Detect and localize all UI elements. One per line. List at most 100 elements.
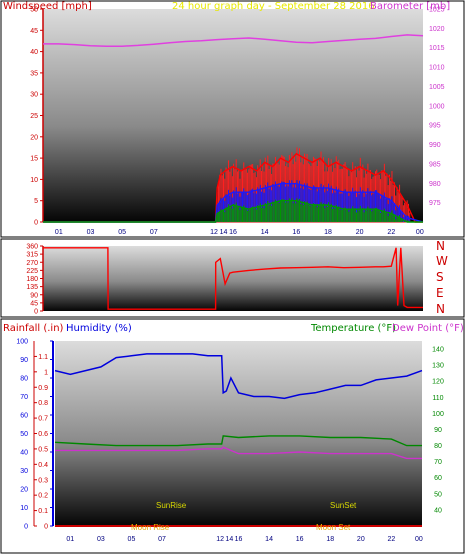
barometer-tick-label: 1010 [429, 65, 445, 72]
direction-tick-label: 45 [30, 300, 38, 307]
direction-tick-label: 90 [30, 292, 38, 299]
dew-point-label: Dew Point (°F) [392, 323, 464, 334]
wind-low-line [43, 199, 423, 223]
temperature-tick-label: 90 [434, 427, 442, 434]
temperature-tick-label: 60 [434, 475, 442, 482]
climate-x-tick-label: 14 [265, 536, 273, 543]
wind-x-axis-ticks: 01 03 05 07 12 14 16 14 16 18 20 22 00 [55, 229, 424, 236]
climate-x-tick-label: 03 [97, 536, 105, 543]
humidity-tick-label: 70 [20, 394, 28, 401]
humidity-line [54, 353, 423, 400]
barometer-tick-label: 975 [429, 200, 441, 207]
wind-x-tick-label: 01 [55, 229, 63, 236]
windspeed-tick-label: 35 [30, 70, 38, 77]
direction-series [43, 247, 423, 310]
barometer-tick-label: 1015 [429, 45, 445, 52]
wind-x-tick-label: 16 [292, 229, 300, 236]
rain-tick-label: 0.1 [38, 508, 48, 515]
humidity-tick-label: 40 [20, 450, 28, 457]
sunrise-label: SunRise [156, 501, 187, 510]
wind-x-tick-label: 18 [324, 229, 332, 236]
wind-x-tick-label: 05 [118, 229, 126, 236]
moonset-label: Moon Set [316, 523, 351, 532]
climate-x-tick-label: 18 [326, 536, 334, 543]
rain-tick-label: 0.4 [38, 462, 48, 469]
humidity-tick-label: 10 [20, 505, 28, 512]
rain-tick-label: 0.3 [38, 477, 48, 484]
windspeed-tick-label: 40 [30, 49, 38, 56]
rain-tick-label: 0 [44, 524, 48, 531]
wind-x-tick-label: 00 [416, 229, 424, 236]
compass-n-bottom: N [436, 302, 445, 316]
wind-x-tick-label: 20 [356, 229, 364, 236]
windspeed-tick-label: 45 [30, 28, 38, 35]
temperature-line [54, 435, 422, 447]
temperature-tick-label: 110 [432, 395, 443, 402]
humidity-tick-label: 80 [20, 376, 28, 383]
humidity-tick-label: 20 [20, 487, 28, 494]
climate-series [54, 353, 423, 527]
temperature-tick-label: 40 [434, 507, 442, 514]
windspeed-tick-label: 50 [30, 7, 38, 14]
barometer-label: Barometer [mb] [370, 1, 450, 12]
rain-tick-label: 0.9 [38, 385, 48, 392]
rain-tick-label: 0.5 [38, 446, 48, 453]
compass-w: W [436, 254, 448, 268]
wind-x-tick-label: 22 [387, 229, 395, 236]
wind-x-tick-label: 16 [229, 229, 237, 236]
climate-x-tick-label: 07 [158, 536, 166, 543]
direction-tick-label: 0 [34, 309, 38, 316]
climate-x-tick-label: 14 [225, 536, 233, 543]
humidity-tick-label: 100 [16, 339, 28, 346]
rain-tick-label: 0.6 [38, 431, 48, 438]
direction-tick-label: 180 [26, 276, 38, 283]
climate-x-tick-label: 16 [296, 536, 304, 543]
humidity-tick-label: 50 [20, 431, 28, 438]
humidity-tick-label: 0 [24, 524, 28, 531]
barometer-tick-label: 990 [429, 142, 441, 149]
barometer-tick-label: 1005 [429, 84, 445, 91]
wind-average-line [43, 182, 424, 223]
barometer-tick-label: 985 [429, 161, 441, 168]
windspeed-tick-label: 5 [34, 198, 38, 205]
direction-tick-label: 225 [26, 268, 38, 275]
windspeed-tick-label: 20 [30, 134, 38, 141]
compass-labels: N W S E N [436, 239, 448, 316]
windspeed-label: Windspeed [mph] [3, 1, 92, 12]
barometer-tick-label: 1025 [429, 7, 445, 14]
rain-tick-label: 1 [44, 369, 48, 376]
windspeed-tick-label: 25 [30, 113, 38, 120]
climate-x-tick-label: 20 [357, 536, 365, 543]
humidity-tick-label: 90 [20, 357, 28, 364]
sunset-label: SunSet [330, 501, 357, 510]
rain-tick-label: 0.7 [38, 416, 48, 423]
humidity-tick-label: 60 [20, 413, 28, 420]
humidity-label: Humidity (%) [66, 323, 132, 334]
direction-tick-label: 135 [26, 284, 38, 291]
temperature-tick-label: 100 [432, 411, 444, 418]
temperature-tick-label: 140 [432, 347, 444, 354]
direction-tick-label: 270 [26, 260, 38, 267]
compass-s: S [436, 270, 444, 284]
temperature-tick-label: 130 [432, 363, 444, 370]
moonrise-label: Moon Rise [131, 523, 170, 532]
barometer-axis-ticks: 975 980 985 990 995 1000 1005 1010 1015 1020 1025 [429, 7, 445, 208]
direction-tick-label: 315 [26, 252, 38, 259]
direction-plot-area [43, 246, 423, 311]
compass-n-top: N [436, 239, 445, 253]
barometer-line [43, 34, 424, 47]
temperature-tick-label: 70 [434, 459, 442, 466]
climate-x-tick-label: 12 [216, 536, 224, 543]
wind-x-tick-label: 12 [210, 229, 218, 236]
climate-x-tick-label: 22 [388, 536, 396, 543]
windspeed-tick-label: 10 [30, 177, 38, 184]
climate-x-tick-label: 05 [128, 536, 136, 543]
wind-x-tick-label: 07 [150, 229, 158, 236]
climate-x-tick-label: 16 [235, 536, 243, 543]
direction-tick-label: 360 [26, 244, 38, 251]
temperature-tick-label: 120 [432, 379, 444, 386]
wind-plot-area [43, 9, 423, 222]
wind-x-tick-label: 14 [261, 229, 269, 236]
rain-tick-label: 0.2 [38, 493, 48, 500]
